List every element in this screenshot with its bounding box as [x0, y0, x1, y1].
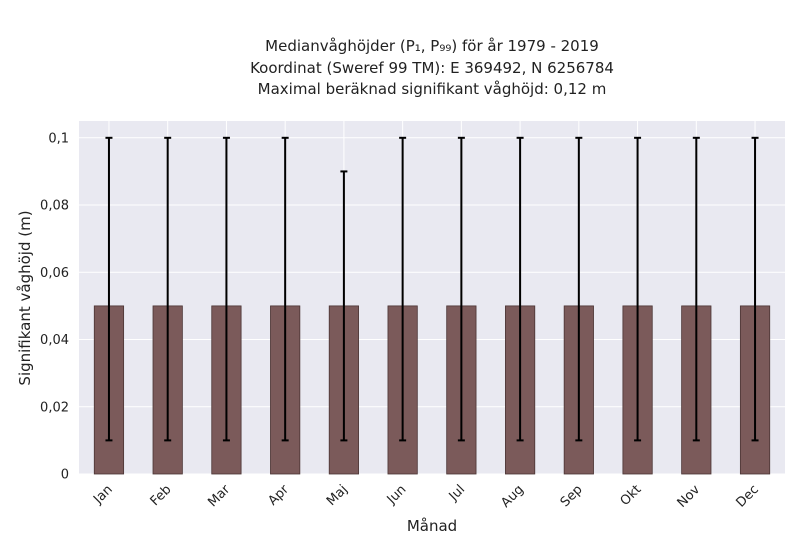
x-tick-label: Aug [498, 482, 527, 511]
x-tick-label: Dec [733, 482, 761, 510]
y-tick-label: 0,04 [40, 333, 69, 348]
y-tick-label: 0,02 [40, 400, 69, 415]
y-tick-labels: 0 0,02 0,04 0,06 0,08 0,1 [40, 131, 69, 482]
x-tick-label: Maj [324, 482, 351, 509]
x-tick-label: Feb [148, 482, 175, 509]
x-tick-label: Mar [205, 482, 233, 510]
y-tick-label: 0 [61, 468, 69, 483]
chart-title-line-1: Medianvåghöjder (P₁, P₉₉) för år 1979 - … [265, 37, 599, 55]
x-tick-label: Sep [558, 482, 586, 510]
chart-title-line-3: Maximal beräknad signifikant våghöjd: 0,… [258, 80, 607, 98]
y-tick-label: 0,1 [48, 131, 69, 146]
x-tick-label: Jan [90, 482, 115, 507]
x-tick-label: Okt [618, 482, 645, 509]
x-tick-label: Apr [265, 482, 292, 509]
plot-area [79, 121, 785, 474]
error-bars [105, 136, 759, 442]
y-tick-label: 0,08 [40, 199, 69, 214]
x-axis-label: Månad [407, 517, 457, 535]
y-axis-label: Signifikant våghöjd (m) [16, 210, 34, 385]
chart-title-line-2: Koordinat (Sweref 99 TM): E 369492, N 62… [250, 59, 614, 77]
x-tick-label: Jul [446, 482, 468, 504]
x-tick-label: Nov [675, 482, 704, 511]
x-tick-label: Jun [384, 482, 410, 508]
x-tick-labels: Jan Feb Mar Apr Maj Jun Jul Aug Sep Okt Nov Dec [90, 482, 762, 511]
chart-title: Medianvåghöjder (P₁, P₉₉) för år 1979 - … [250, 37, 614, 98]
y-tick-label: 0,06 [40, 266, 69, 281]
